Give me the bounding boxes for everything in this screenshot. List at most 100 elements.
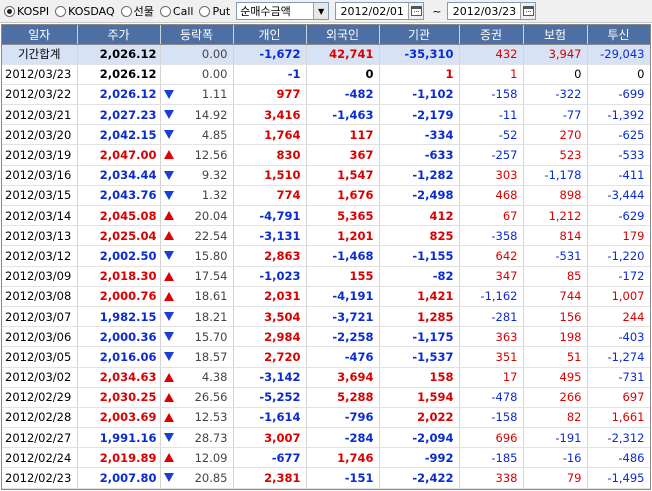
cell-investment-trust: -2,312	[587, 427, 650, 449]
header-change[interactable]: 등락폭	[160, 25, 234, 45]
cell-foreign: 0	[306, 64, 380, 85]
cell-change: 15.70	[160, 326, 234, 348]
cell-individual: -4,791	[233, 205, 307, 227]
table-row[interactable]: 2012/03/19 2,047.00 12.56 830 367 -633 -257 523…	[2, 144, 650, 166]
cell-change: 18.21	[160, 306, 234, 328]
cell-change: 9.32	[160, 165, 234, 186]
table-row[interactable]: 2012/03/02 2,034.63 4.38 -3,142 3,694 158 17 49…	[2, 367, 650, 388]
header-securities[interactable]: 증권	[459, 25, 524, 45]
cell-foreign: -2,258	[306, 326, 380, 348]
radio-put[interactable]: Put	[199, 2, 230, 20]
cell-change: 1.32	[160, 185, 234, 207]
down-triangle-icon	[163, 190, 174, 200]
cell-investment-trust: -486	[587, 447, 650, 469]
table-row[interactable]: 2012/03/15 2,043.76 1.32 774 1,676 -2,498 468 8…	[2, 185, 650, 207]
table-row[interactable]: 2012/03/20 2,042.15 4.85 1,764 117 -334 -52 270…	[2, 124, 650, 146]
cell-date: 기간합계	[2, 44, 78, 65]
down-triangle-icon	[163, 433, 174, 443]
header-institution[interactable]: 기관	[379, 25, 460, 45]
cell-date: 2012/03/09	[2, 266, 78, 287]
table-row[interactable]: 2012/03/16 2,034.44 9.32 1,510 1,547 -1,282 30…	[2, 165, 650, 186]
date-range-separator: ~	[432, 4, 442, 18]
header-investment-trust[interactable]: 투신	[587, 25, 650, 45]
calendar-button[interactable]	[408, 3, 424, 19]
cell-institution: 2,022	[379, 407, 460, 429]
cell-price: 2,030.25	[77, 387, 161, 408]
cell-foreign: -1,468	[306, 245, 380, 267]
cell-investment-trust: 1,661	[587, 407, 650, 429]
period-total-row[interactable]: 기간합계 2,026.12 0.00 -1,672 42,741 -35,310…	[2, 44, 650, 65]
radio-call[interactable]: Call	[159, 2, 193, 20]
cell-securities: 67	[459, 205, 524, 227]
table-row[interactable]: 2012/03/22 2,026.12 1.11 977 -482 -1,102 -158-…	[2, 84, 650, 106]
radio-label: Put	[212, 4, 231, 18]
radio-kosdaq[interactable]: KOSDAQ	[55, 2, 115, 20]
down-triangle-icon	[163, 170, 174, 180]
cell-insurance: 82	[523, 407, 588, 429]
table-row[interactable]: 2012/03/21 2,027.23 14.92 3,416 -1,463 -2,179…	[2, 104, 650, 126]
cell-institution: -1,282	[379, 165, 460, 186]
header-date[interactable]: 일자	[2, 25, 78, 45]
table-row[interactable]: 2012/02/29 2,030.25 26.56 -5,252 5,288 1,594-…	[2, 387, 650, 408]
down-triangle-icon	[163, 130, 174, 140]
cell-securities: 432	[459, 44, 524, 65]
amount-type-select[interactable]: 순매수금액 ▼	[236, 2, 330, 20]
cell-foreign: -4,191	[306, 286, 380, 307]
start-date-value[interactable]: 2012/02/01	[340, 4, 404, 18]
cell-securities: 347	[459, 266, 524, 287]
table-row[interactable]: 2012/03/08 2,000.76 18.61 2,031 -4,191 1,421-…	[2, 286, 650, 307]
cell-foreign: 5,288	[306, 387, 380, 408]
start-date-field[interactable]: 2012/02/01	[335, 2, 425, 20]
cell-individual: -1,023	[233, 266, 307, 287]
cell-investment-trust: -699	[587, 84, 650, 106]
cell-securities: 363	[459, 326, 524, 348]
cell-institution: 825	[379, 225, 460, 247]
table-row[interactable]: 2012/02/23 2,007.80 20.85 2,381 -151 -2,422 33…	[2, 467, 650, 489]
table-row[interactable]: 2012/03/23 2,026.12 0.00 -1 0 1 1 0 0	[2, 64, 650, 85]
header-foreign[interactable]: 외국인	[306, 25, 380, 45]
table-row[interactable]: 2012/02/24 2,019.89 12.09 -677 1,746 -992 -185…	[2, 447, 650, 469]
table-row[interactable]: 2012/03/07 1,982.15 18.21 3,504 -3,721 1,285-…	[2, 306, 650, 328]
cell-price: 2,000.36	[77, 326, 161, 348]
end-date-value[interactable]: 2012/03/23	[452, 4, 517, 18]
cell-institution: -1,175	[379, 326, 460, 348]
cell-change: 26.56	[160, 387, 234, 408]
table-row[interactable]: 2012/03/06 2,000.36 15.70 2,984 -2,258 -1,175…	[2, 326, 650, 348]
end-date-field[interactable]: 2012/03/23	[447, 2, 537, 20]
radio-label: KOSPI	[17, 4, 50, 18]
change-value: 17.54	[194, 269, 228, 284]
cell-change: 20.04	[160, 205, 234, 227]
cell-date: 2012/02/24	[2, 447, 78, 469]
calendar-icon	[522, 6, 534, 16]
table-row[interactable]: 2012/03/13 2,025.04 22.54 -3,131 1,201 825 -35…	[2, 225, 650, 247]
cell-insurance: -191	[523, 427, 588, 449]
cell-date: 2012/03/20	[2, 124, 78, 146]
up-triangle-icon	[163, 211, 174, 220]
cell-investment-trust: -1,220	[587, 245, 650, 267]
cell-individual: 3,416	[233, 104, 307, 126]
header-individual[interactable]: 개인	[233, 25, 307, 45]
table-row[interactable]: 2012/03/14 2,045.08 20.04 -4,791 5,365 412 67 1…	[2, 205, 650, 227]
cell-institution: 1,421	[379, 286, 460, 307]
cell-price: 2,045.08	[77, 205, 161, 227]
cell-price: 2,026.12	[77, 44, 161, 65]
table-row[interactable]: 2012/03/12 2,002.50 15.80 2,863 -1,468 -1,155…	[2, 245, 650, 267]
cell-price: 2,018.30	[77, 266, 161, 287]
cell-change: 20.85	[160, 467, 234, 489]
radio-futures[interactable]: 선물	[120, 2, 154, 20]
radio-unchecked-icon	[159, 5, 171, 17]
table-row[interactable]: 2012/02/27 1,991.16 28.73 3,007 -284 -2,094 69…	[2, 427, 650, 449]
calendar-button[interactable]	[520, 3, 536, 19]
table-row[interactable]: 2012/02/28 2,003.69 12.53 -1,614 -796 2,022 -1…	[2, 407, 650, 429]
down-triangle-icon	[163, 110, 174, 120]
header-insurance[interactable]: 보험	[523, 25, 588, 45]
cell-change: 18.61	[160, 286, 234, 307]
change-value: 1.32	[201, 188, 228, 203]
table-row[interactable]: 2012/03/05 2,016.06 18.57 2,720 -476 -1,537 35…	[2, 346, 650, 368]
radio-kospi[interactable]: KOSPI	[4, 2, 49, 20]
cell-foreign: 5,365	[306, 205, 380, 227]
table-row[interactable]: 2012/03/09 2,018.30 17.54 -1,023 155 -82 347 85…	[2, 266, 650, 287]
header-price[interactable]: 주가	[77, 25, 161, 45]
chevron-down-icon[interactable]: ▼	[313, 3, 329, 19]
cell-insurance: 198	[523, 326, 588, 348]
